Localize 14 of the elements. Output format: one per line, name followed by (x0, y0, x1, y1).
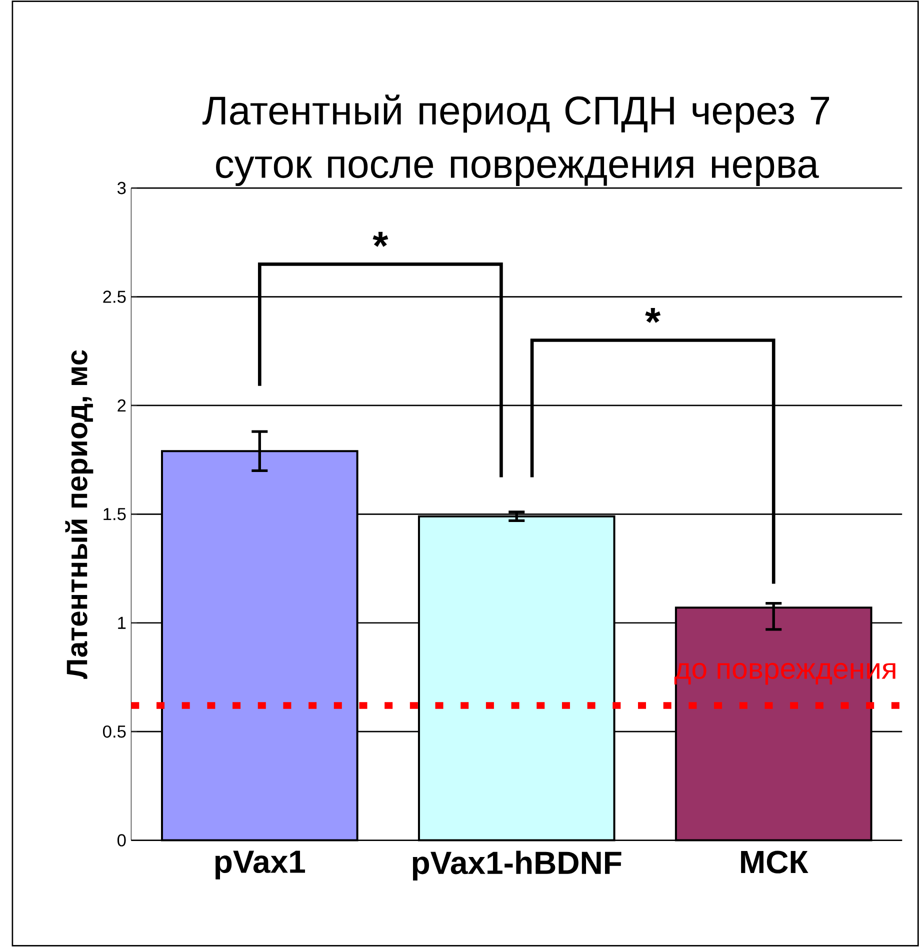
annotation: * (372, 232, 388, 247)
chart-title: Латентный период СПДН через 7 суток после повреждения нерва (202, 94, 829, 186)
y-axis-title: Латентный период, мс (65, 350, 93, 679)
y-tick-label: 2 (117, 399, 126, 412)
y-tick-label: 2.5 (103, 290, 126, 303)
x-tick-label: pVax1 (215, 850, 305, 880)
y-tick-label: 0.5 (102, 725, 126, 738)
annotation: * (644, 308, 660, 323)
y-tick-label: 3 (117, 182, 126, 194)
x-tick-label: МСК (740, 850, 808, 874)
y-tick-label: 1 (118, 616, 126, 629)
y-tick-label: 0 (117, 834, 126, 846)
x-tick-label: pVax1-hBDNF (412, 850, 622, 881)
y-tick-label: 1.5 (103, 508, 126, 520)
